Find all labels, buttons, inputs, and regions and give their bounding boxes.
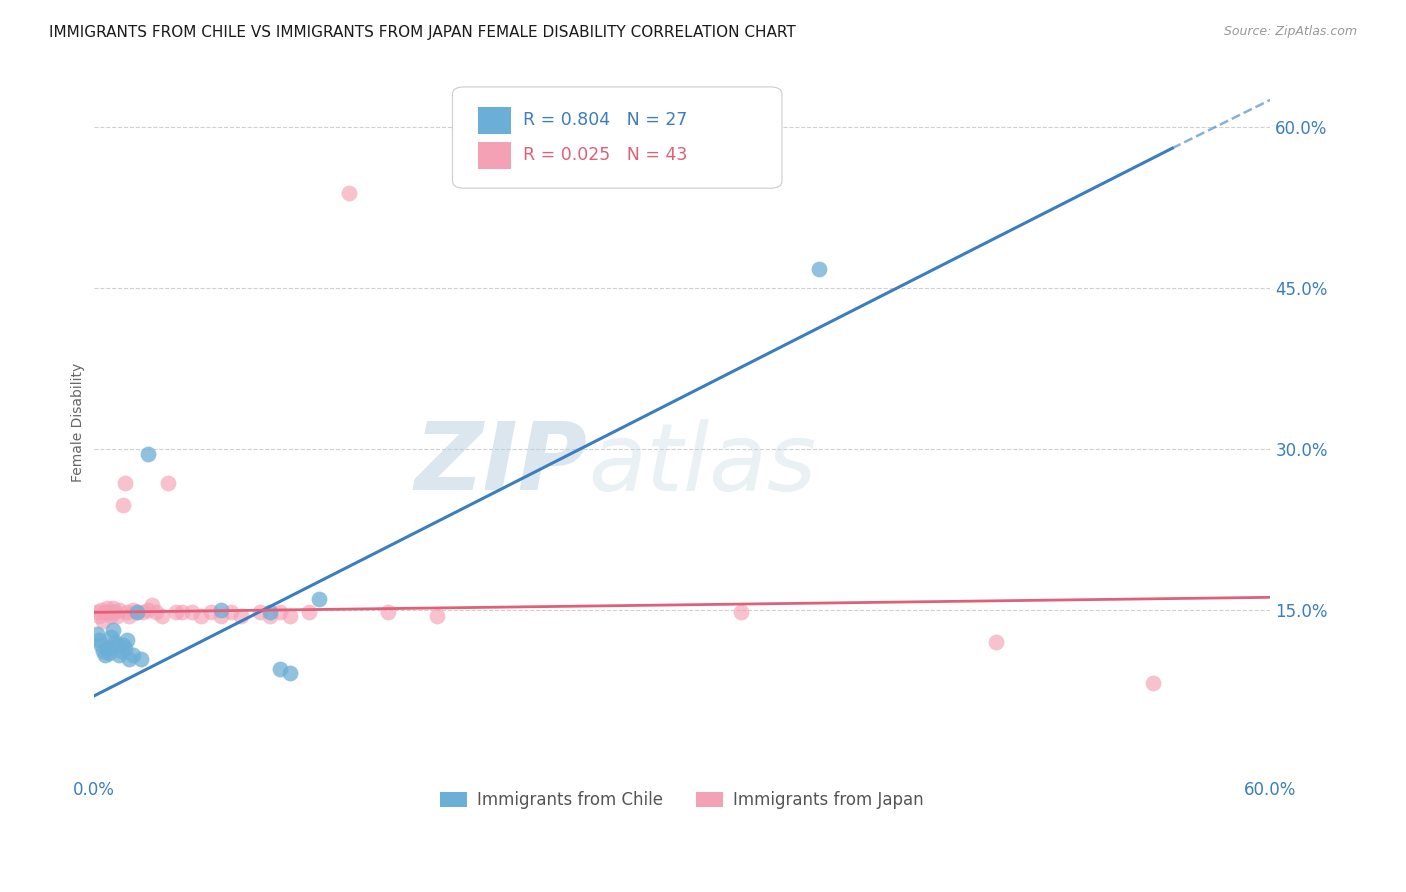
Text: atlas: atlas <box>588 418 815 509</box>
FancyBboxPatch shape <box>453 87 782 188</box>
Point <box>170 606 193 620</box>
Point <box>89 633 111 648</box>
Point <box>190 608 212 623</box>
Point <box>121 648 143 663</box>
Point <box>114 476 136 491</box>
Point <box>308 592 330 607</box>
Point <box>105 638 128 652</box>
Legend: Immigrants from Chile, Immigrants from Japan: Immigrants from Chile, Immigrants from J… <box>433 784 931 815</box>
Point <box>808 261 831 276</box>
Point <box>259 608 281 623</box>
Point <box>110 644 132 658</box>
Point <box>104 635 127 649</box>
Point <box>150 608 173 623</box>
Point <box>141 598 163 612</box>
Point <box>90 638 112 652</box>
Point <box>108 648 131 663</box>
Point <box>984 635 1007 649</box>
Point <box>377 606 399 620</box>
Point <box>90 603 112 617</box>
Point <box>100 608 122 623</box>
Point <box>138 603 160 617</box>
Point <box>157 476 180 491</box>
Text: IMMIGRANTS FROM CHILE VS IMMIGRANTS FROM JAPAN FEMALE DISABILITY CORRELATION CHA: IMMIGRANTS FROM CHILE VS IMMIGRANTS FROM… <box>49 25 796 40</box>
Point <box>103 601 125 615</box>
Point <box>125 606 148 620</box>
Point <box>94 648 117 663</box>
Bar <box>478 107 512 134</box>
Point <box>200 606 222 620</box>
Text: Source: ZipAtlas.com: Source: ZipAtlas.com <box>1223 25 1357 38</box>
Point <box>298 606 321 620</box>
Point <box>86 627 108 641</box>
Point <box>259 606 281 620</box>
Point <box>98 646 121 660</box>
Point <box>105 608 128 623</box>
Point <box>94 606 117 620</box>
Point <box>278 608 301 623</box>
Point <box>269 662 291 676</box>
Point <box>229 608 252 623</box>
Point <box>86 606 108 620</box>
Point <box>96 640 118 655</box>
Text: ZIP: ZIP <box>415 418 588 510</box>
Point <box>138 447 160 461</box>
Point <box>114 640 136 655</box>
Point <box>111 638 134 652</box>
Point <box>89 608 111 623</box>
Point <box>93 614 115 628</box>
Point <box>100 630 122 644</box>
Point <box>108 603 131 617</box>
Point <box>337 186 360 201</box>
Text: R = 0.804   N = 27: R = 0.804 N = 27 <box>523 112 688 129</box>
Point <box>118 651 141 665</box>
Point <box>104 606 127 620</box>
Point <box>98 606 121 620</box>
Point <box>219 606 242 620</box>
Point <box>209 603 232 617</box>
Y-axis label: Female Disability: Female Disability <box>72 362 86 482</box>
Point <box>278 665 301 680</box>
Point <box>730 606 752 620</box>
Point <box>115 606 138 620</box>
Point <box>118 608 141 623</box>
Point <box>121 603 143 617</box>
Point <box>209 608 232 623</box>
Point <box>1142 676 1164 690</box>
Point <box>426 608 449 623</box>
Point <box>111 498 134 512</box>
Point <box>93 644 115 658</box>
Point <box>145 606 167 620</box>
Point <box>180 606 202 620</box>
Point <box>129 651 152 665</box>
Bar <box>478 142 512 169</box>
Point <box>103 623 125 637</box>
Point <box>115 633 138 648</box>
Point <box>249 606 271 620</box>
Point <box>131 606 153 620</box>
Point <box>125 606 148 620</box>
Point <box>269 606 291 620</box>
Text: R = 0.025   N = 43: R = 0.025 N = 43 <box>523 146 688 164</box>
Point <box>165 606 187 620</box>
Point <box>96 601 118 615</box>
